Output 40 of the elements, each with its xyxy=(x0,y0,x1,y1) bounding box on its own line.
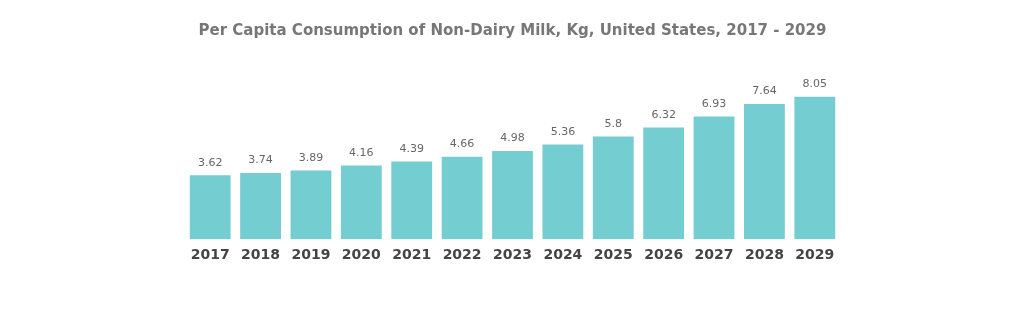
data-label: 7.64 xyxy=(752,84,777,98)
x-tick-label: 2018 xyxy=(241,246,281,263)
bar xyxy=(492,151,533,240)
data-label: 5.8 xyxy=(604,116,623,130)
x-tick-label: 2020 xyxy=(341,246,382,263)
bar xyxy=(744,104,785,240)
bar xyxy=(542,144,584,240)
data-label: 4.16 xyxy=(349,145,374,159)
data-label: 6.93 xyxy=(701,96,727,110)
data-label: 4.39 xyxy=(399,141,424,155)
x-tick-label: 2024 xyxy=(543,246,583,263)
bar xyxy=(340,165,382,240)
x-tick-label: 2023 xyxy=(493,246,532,263)
data-label: 6.32 xyxy=(651,107,676,121)
x-tick-label: 2017 xyxy=(190,246,230,263)
x-tick-label: 2026 xyxy=(644,246,684,263)
data-label: 8.05 xyxy=(802,77,828,91)
chart-title: Per Capita Consumption of Non-Dairy Milk, Kg, United States, 2017 - 2029 xyxy=(198,20,827,39)
data-label: 4.98 xyxy=(500,131,525,145)
bar xyxy=(794,96,836,240)
data-label: 3.74 xyxy=(248,153,273,167)
bar xyxy=(391,161,433,240)
bar xyxy=(592,136,634,240)
bar xyxy=(189,175,231,240)
x-tick-label: 2019 xyxy=(291,246,331,263)
x-tick-label: 2028 xyxy=(744,246,784,263)
x-tick-label: 2022 xyxy=(442,246,482,263)
x-tick-label: 2029 xyxy=(795,246,835,263)
data-label: 3.89 xyxy=(298,150,324,164)
bar xyxy=(290,170,332,240)
bar xyxy=(441,156,483,240)
bar xyxy=(240,173,281,240)
x-tick-label: 2025 xyxy=(593,246,633,263)
x-tick-label: 2021 xyxy=(392,246,432,263)
data-label: 4.66 xyxy=(449,137,475,151)
data-label: 5.36 xyxy=(550,124,576,138)
bar xyxy=(693,116,735,240)
x-tick-label: 2027 xyxy=(694,246,734,263)
bar xyxy=(643,127,685,240)
data-label: 3.62 xyxy=(197,155,223,169)
